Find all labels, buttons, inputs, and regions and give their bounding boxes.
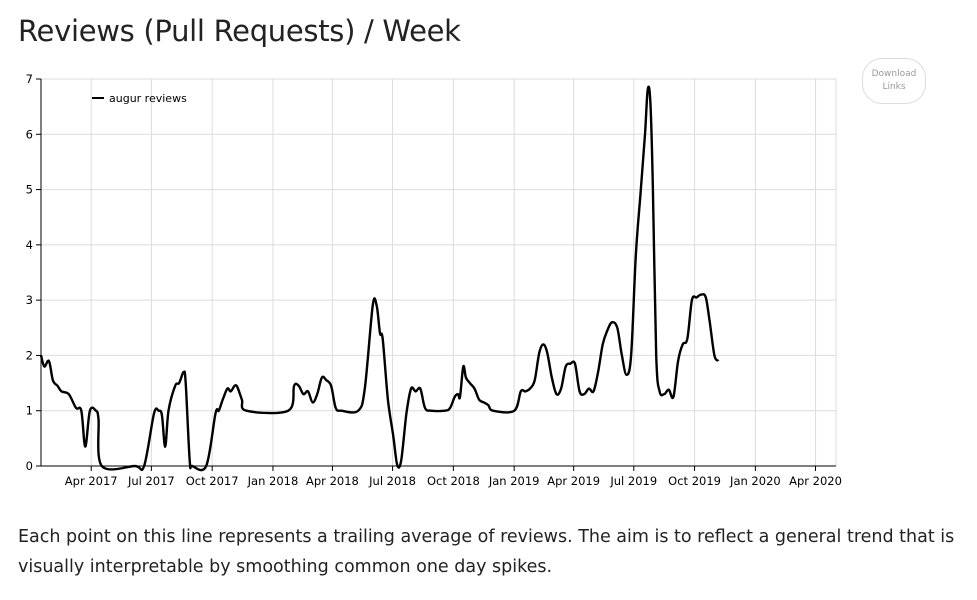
download-links-button[interactable]: Download Links: [862, 58, 926, 104]
series-layer: [39, 85, 720, 472]
download-links-line2: Links: [882, 82, 906, 92]
x-tick-label: Jul 2019: [609, 474, 657, 488]
chart-caption: Each point on this line represents a tra…: [18, 527, 955, 577]
y-tick-label: 0: [26, 459, 33, 473]
download-links-line1: Download: [871, 69, 917, 79]
grid-lines: [41, 78, 837, 467]
x-tick-label: Jul 2018: [368, 474, 416, 488]
chart-title: Reviews (Pull Requests) / Week: [18, 14, 461, 48]
y-tick-label: 3: [26, 293, 33, 307]
line-chart: 0 1 2 3 4 5 6 7 Apr 2017 Jul 2017 Oct 2017 Jan 201…: [26, 72, 842, 488]
y-tick-label: 2: [26, 348, 33, 362]
y-axis: 0 1 2 3 4 5 6 7: [26, 72, 42, 473]
y-tick-label: 6: [26, 127, 33, 141]
x-tick-label: Jan 2019: [488, 474, 540, 488]
x-tick-label: Jan 2018: [247, 474, 299, 488]
y-tick-label: 7: [26, 72, 33, 86]
x-tick-label: Apr 2017: [65, 474, 118, 488]
x-tick-label: Apr 2020: [789, 474, 842, 488]
x-tick-label: Jan 2020: [729, 474, 781, 488]
series-line: [39, 85, 720, 472]
x-tick-label: Oct 2018: [427, 474, 480, 488]
y-tick-label: 5: [26, 183, 33, 197]
x-tick-label: Oct 2017: [186, 474, 239, 488]
y-tick-label: 4: [26, 238, 33, 252]
x-axis: Apr 2017 Jul 2017 Oct 2017 Jan 2018 Apr 2018…: [41, 465, 842, 488]
x-tick-label: Oct 2019: [668, 474, 721, 488]
x-tick-label: Apr 2019: [547, 474, 600, 488]
legend-label: augur reviews: [109, 92, 187, 105]
legend: augur reviews: [92, 92, 187, 105]
x-tick-label: Jul 2017: [127, 474, 175, 488]
x-tick-label: Apr 2018: [306, 474, 359, 488]
y-tick-label: 1: [26, 404, 33, 418]
